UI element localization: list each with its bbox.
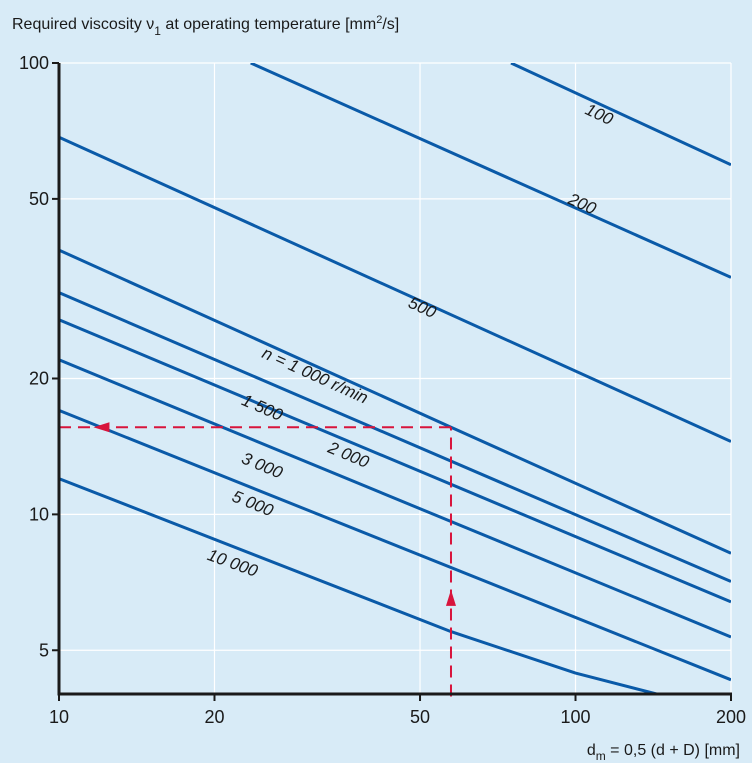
series-line-100 [510, 63, 731, 167]
series-line-5000 [59, 409, 731, 682]
y-axis-title: Required viscosity ν1 at operating tempe… [12, 14, 399, 38]
curve-label-200: 200 [564, 189, 599, 219]
y-tick-label: 100 [19, 53, 49, 73]
y-tick-label: 50 [29, 189, 49, 209]
x-tick-label: 100 [560, 707, 590, 727]
series-line-1500 [59, 291, 731, 583]
x-axis-title: dm = 0,5 (d + D) [mm] [587, 742, 740, 763]
y-tick-label: 10 [29, 504, 49, 524]
curve-label-5000: 5 000 [229, 487, 276, 521]
axes: 100 50 20 10 5 10 20 50 100 200 [19, 53, 746, 727]
curve-label-500: 500 [405, 293, 439, 322]
series-line-10000 [59, 477, 663, 694]
x-tick-label: 50 [410, 707, 430, 727]
y-tick-label: 20 [29, 369, 49, 389]
grid [59, 62, 732, 694]
y-tick-label: 5 [39, 640, 49, 660]
curve-label-1000: n = 1 000 r/min [259, 343, 371, 407]
arrow-left-icon [93, 422, 110, 433]
x-tick-label: 20 [204, 707, 224, 727]
series-line-1000 [59, 248, 731, 555]
x-tick-label: 200 [716, 707, 746, 727]
curve-label-1500: 1 500 [239, 390, 286, 424]
series-line-500 [59, 135, 731, 443]
curve-label-10000: 10 000 [205, 545, 261, 581]
curve-label-3000: 3 000 [239, 449, 286, 483]
curve-label-100: 100 [582, 100, 616, 129]
x-tick-label: 10 [49, 707, 69, 727]
example-guide [59, 422, 456, 697]
series-line-2000 [59, 318, 731, 604]
series-line-200 [250, 63, 731, 279]
series-line-3000 [59, 358, 731, 639]
series-layer [59, 63, 731, 694]
arrow-up-icon [445, 589, 456, 606]
